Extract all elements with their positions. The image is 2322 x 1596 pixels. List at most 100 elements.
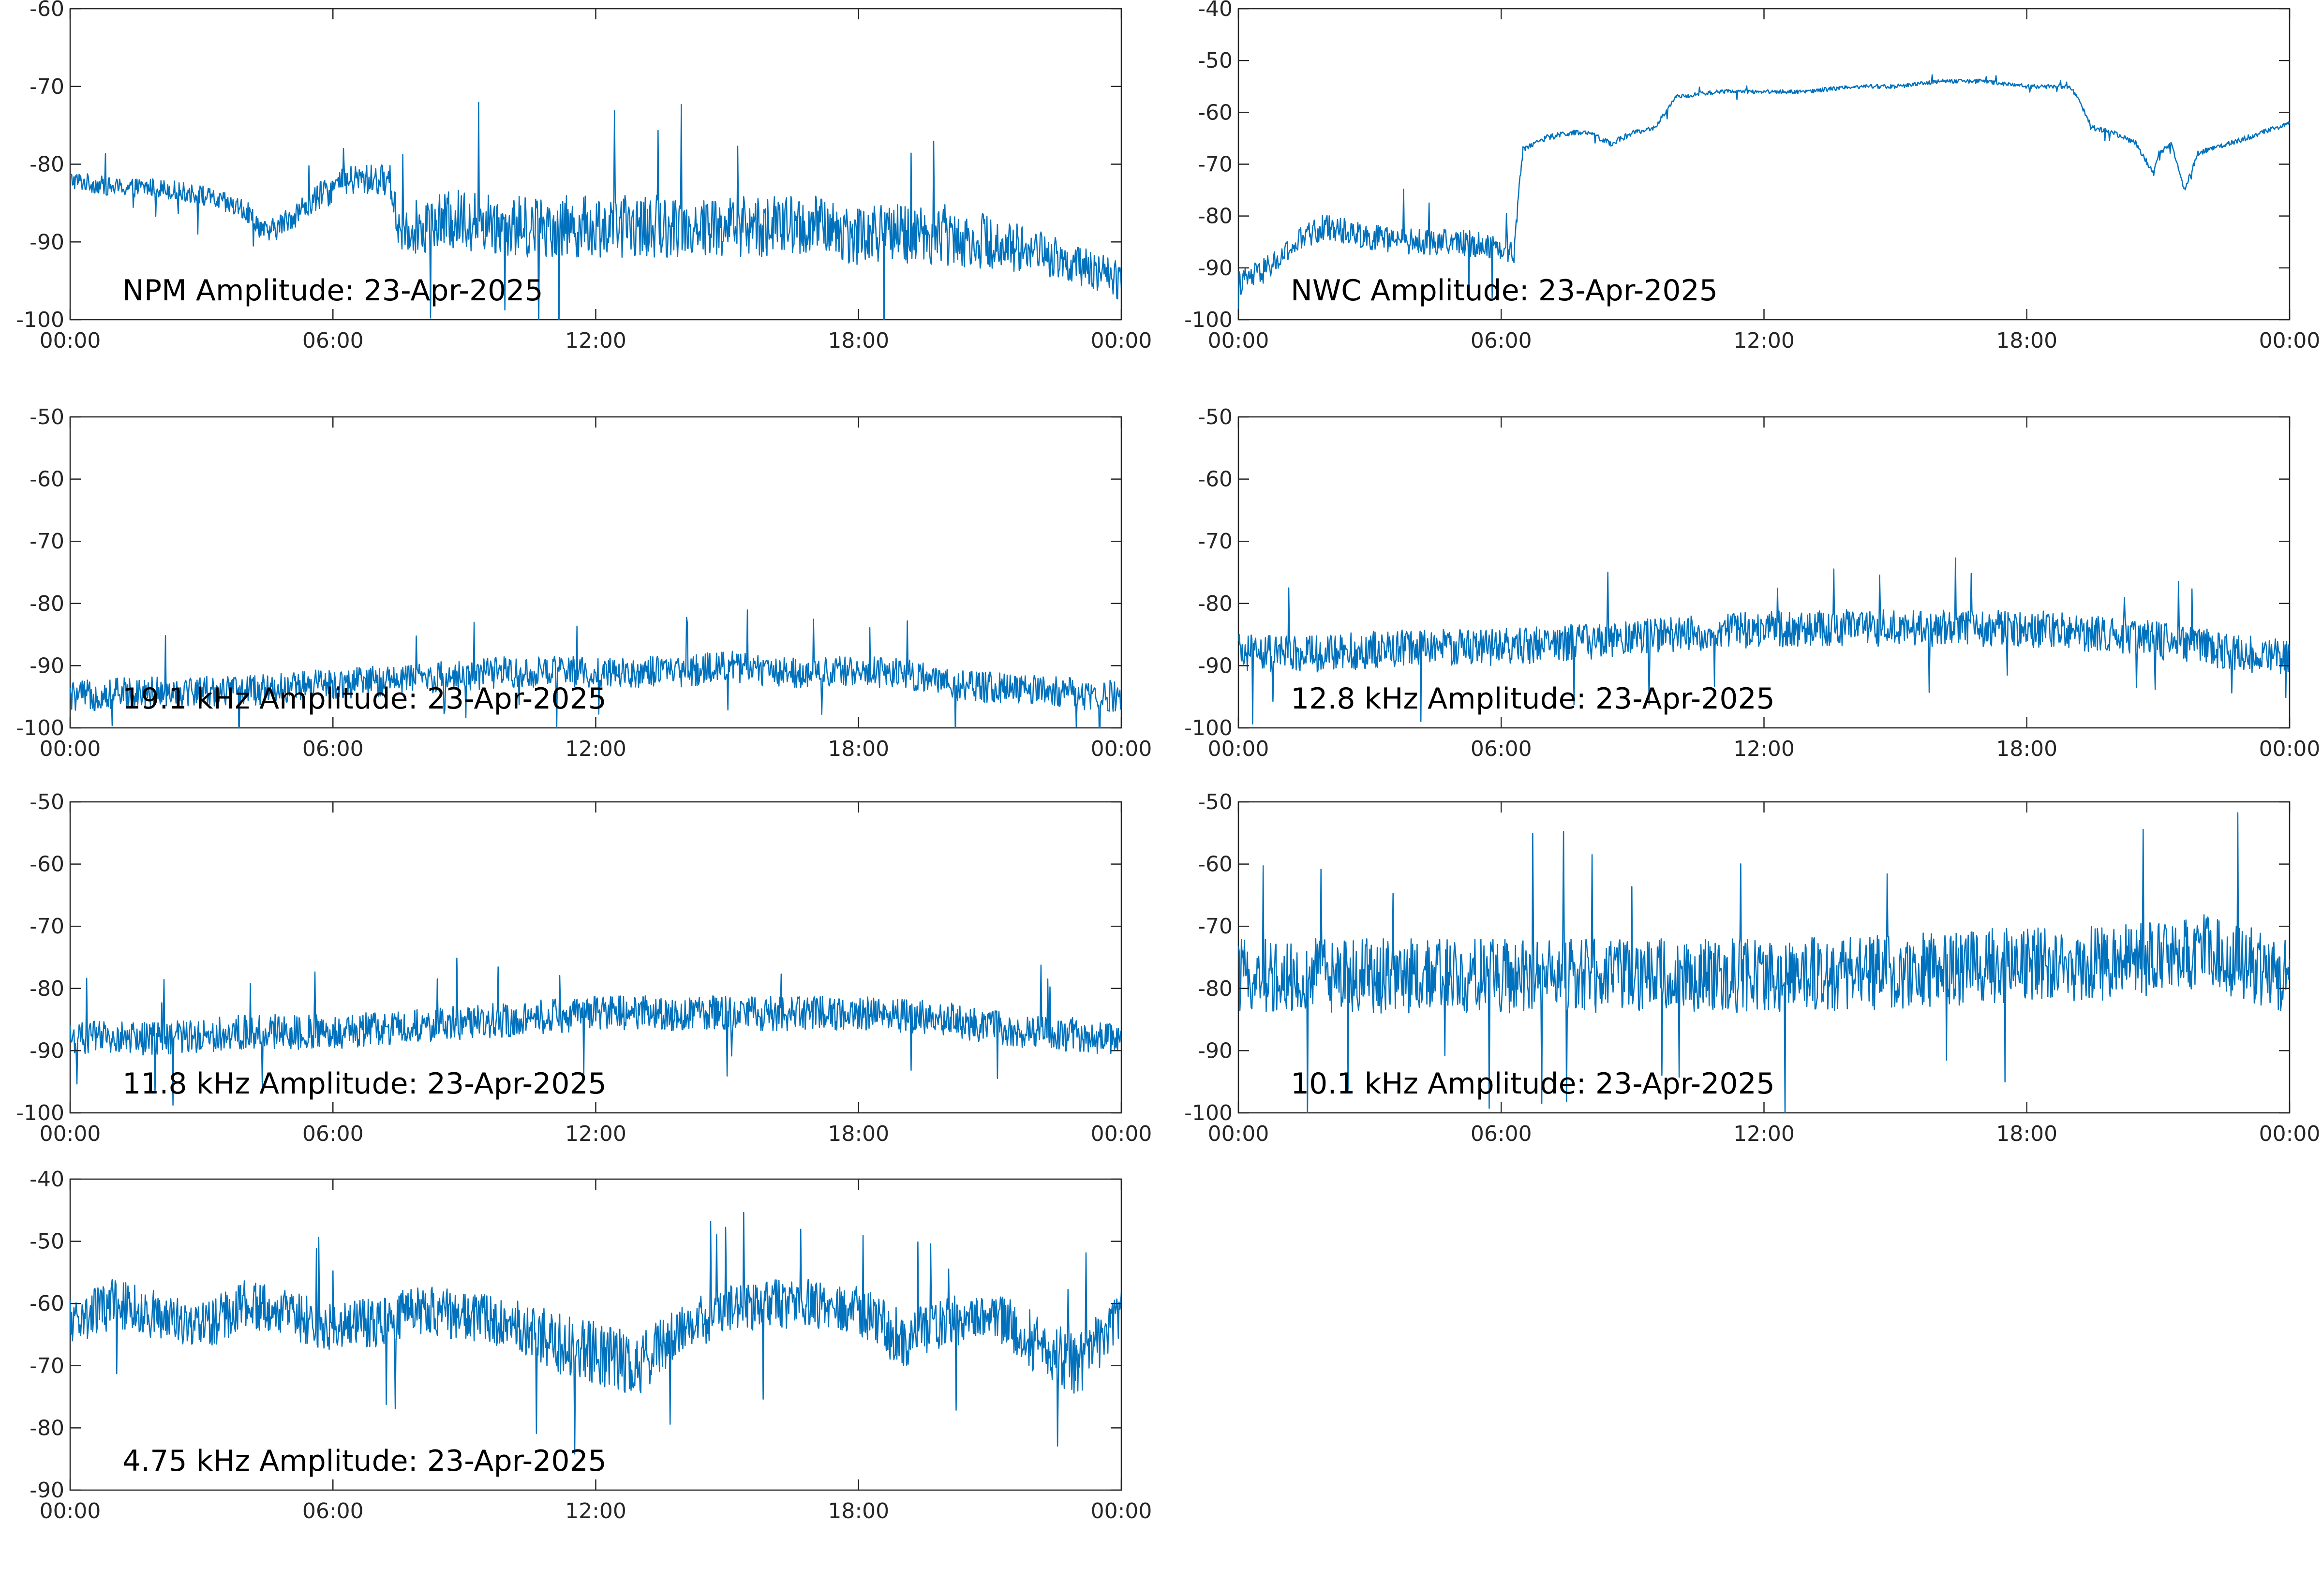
- x-tick-label: 06:00: [302, 737, 364, 761]
- x-tick-label: 06:00: [1471, 328, 1532, 353]
- x-tick-label: 00:00: [2259, 1122, 2321, 1146]
- x-tick-label: 00:00: [1091, 1122, 1152, 1146]
- x-tick-label: 18:00: [828, 1499, 889, 1523]
- y-tick-label: -100: [1184, 308, 1233, 332]
- y-tick-label: -40: [1198, 0, 1233, 21]
- panel-title: 19.1 kHz Amplitude: 23-Apr-2025: [122, 682, 607, 716]
- x-tick-label: 12:00: [565, 737, 626, 761]
- y-tick-label: -50: [1198, 48, 1233, 73]
- y-tick-label: -70: [1198, 152, 1233, 177]
- x-tick-label: 18:00: [828, 328, 889, 353]
- y-tick-label: -50: [1198, 405, 1233, 429]
- x-tick-label: 00:00: [40, 1499, 101, 1523]
- y-tick-label: -70: [1198, 529, 1233, 554]
- x-tick-label: 00:00: [1091, 328, 1152, 353]
- amplitude-series-line: [1238, 557, 2290, 724]
- y-tick-label: -80: [30, 976, 64, 1001]
- y-tick-label: -50: [30, 790, 64, 814]
- y-tick-label: -80: [30, 152, 64, 177]
- x-tick-label: 00:00: [1208, 328, 1269, 353]
- y-tick-label: -60: [30, 1291, 64, 1316]
- y-tick-label: -50: [30, 405, 64, 429]
- x-tick-label: 12:00: [1733, 328, 1795, 353]
- y-tick-label: -90: [1198, 653, 1233, 678]
- y-tick-label: -100: [1184, 716, 1233, 740]
- x-tick-label: 12:00: [565, 1122, 626, 1146]
- y-tick-label: -70: [30, 914, 64, 939]
- x-tick-label: 00:00: [40, 328, 101, 353]
- x-tick-label: 06:00: [302, 328, 364, 353]
- y-tick-label: -90: [30, 230, 64, 254]
- x-tick-label: 00:00: [1208, 737, 1269, 761]
- y-tick-label: -80: [30, 1416, 64, 1440]
- y-tick-label: -60: [30, 852, 64, 877]
- amplitude-series-line: [70, 958, 1121, 1106]
- y-tick-label: -90: [1198, 256, 1233, 281]
- x-tick-label: 18:00: [828, 737, 889, 761]
- y-tick-label: -70: [30, 529, 64, 554]
- x-tick-label: 00:00: [1208, 1122, 1269, 1146]
- x-tick-label: 00:00: [2259, 737, 2321, 761]
- y-tick-label: -100: [16, 1101, 64, 1125]
- x-tick-label: 06:00: [302, 1122, 364, 1146]
- x-tick-label: 00:00: [40, 1122, 101, 1146]
- panel-title: 11.8 kHz Amplitude: 23-Apr-2025: [122, 1067, 607, 1101]
- x-tick-label: 00:00: [1091, 1499, 1152, 1523]
- y-tick-label: -100: [1184, 1101, 1233, 1125]
- x-tick-label: 12:00: [565, 1499, 626, 1523]
- x-tick-label: 00:00: [2259, 328, 2321, 353]
- y-tick-label: -60: [30, 0, 64, 21]
- x-tick-label: 06:00: [1471, 1122, 1532, 1146]
- x-tick-label: 18:00: [1996, 328, 2057, 353]
- axes-frame: [1237, 416, 2291, 729]
- y-tick-label: -70: [1198, 914, 1233, 939]
- axes-frame: [1237, 8, 2291, 321]
- y-tick-label: -80: [1198, 204, 1233, 229]
- x-tick-label: 18:00: [828, 1122, 889, 1146]
- panel-title: 4.75 kHz Amplitude: 23-Apr-2025: [122, 1444, 607, 1478]
- panel-title: NPM Amplitude: 23-Apr-2025: [122, 274, 543, 308]
- x-tick-label: 06:00: [302, 1499, 364, 1523]
- amplitude-series-line: [70, 1212, 1121, 1455]
- amplitude-series-line: [1238, 812, 2290, 1113]
- y-tick-label: -40: [30, 1167, 64, 1192]
- y-tick-label: -90: [30, 653, 64, 678]
- y-tick-label: -80: [1198, 591, 1233, 616]
- y-tick-label: -80: [30, 591, 64, 616]
- x-tick-label: 18:00: [1996, 1122, 2057, 1146]
- y-tick-label: -100: [16, 308, 64, 332]
- x-tick-label: 00:00: [1091, 737, 1152, 761]
- axes-frame: [69, 801, 1122, 1114]
- y-tick-label: -80: [1198, 976, 1233, 1001]
- panel-title: 10.1 kHz Amplitude: 23-Apr-2025: [1291, 1067, 1775, 1101]
- y-tick-label: -60: [1198, 852, 1233, 877]
- amplitude-series-line: [70, 102, 1121, 320]
- y-tick-label: -60: [30, 467, 64, 492]
- x-tick-label: 12:00: [1733, 1122, 1795, 1146]
- y-tick-label: -70: [30, 1354, 64, 1378]
- y-tick-label: -100: [16, 716, 64, 740]
- x-tick-label: 18:00: [1996, 737, 2057, 761]
- y-tick-label: -90: [1198, 1038, 1233, 1063]
- x-tick-label: 12:00: [1733, 737, 1795, 761]
- panel-title: 12.8 kHz Amplitude: 23-Apr-2025: [1291, 682, 1775, 716]
- x-tick-label: 12:00: [565, 328, 626, 353]
- amplitude-series-line: [1238, 74, 2290, 316]
- panel-title: NWC Amplitude: 23-Apr-2025: [1291, 274, 1718, 308]
- y-tick-label: -90: [30, 1038, 64, 1063]
- amplitude-series-line: [70, 609, 1121, 728]
- y-tick-label: -50: [1198, 790, 1233, 814]
- y-tick-label: -60: [1198, 467, 1233, 492]
- axes-frame: [69, 8, 1122, 321]
- y-tick-label: -70: [30, 74, 64, 99]
- y-tick-label: -60: [1198, 100, 1233, 125]
- y-tick-label: -50: [30, 1229, 64, 1254]
